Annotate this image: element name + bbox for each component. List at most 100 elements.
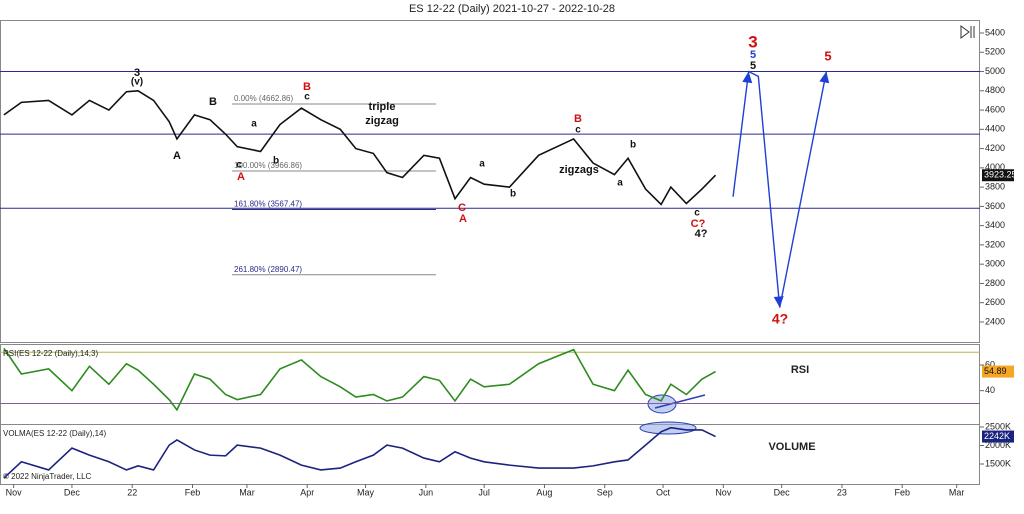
y-tick-label: 3200 [985, 239, 1005, 249]
highlight [647, 394, 677, 414]
series-line [3, 426, 716, 479]
wave-label: B [303, 81, 311, 93]
x-tick-label: 22 [127, 487, 137, 497]
x-tick-label: 23 [837, 487, 847, 497]
wave-label: 5 [750, 60, 756, 72]
arrowhead [773, 296, 784, 308]
wave-label: a [479, 159, 485, 170]
y-tick-label: 4800 [985, 85, 1005, 95]
panel-title: RSI [791, 364, 809, 376]
y-tick-label: 3400 [985, 220, 1005, 230]
wave-label: b [630, 140, 636, 151]
toolbar-icon[interactable] [958, 24, 976, 40]
wave-label: 3 [134, 67, 140, 79]
wave-label: 4? [772, 311, 788, 327]
series-line [3, 347, 716, 412]
x-tick-label: Jul [478, 487, 490, 497]
x-tick-label: Dec [64, 487, 81, 497]
y-tick-label: 5400 [985, 27, 1005, 37]
y-tick-label: 4200 [985, 143, 1005, 153]
wave-label: b [273, 156, 279, 167]
copyright: © 2022 NinjaTrader, LLC [3, 472, 92, 481]
x-tick-label: Feb [894, 487, 910, 497]
wave-label: triple [369, 101, 396, 113]
series-line [3, 89, 717, 206]
y-tick-label: 2500K [985, 421, 1011, 431]
y-tick-label: 60 [985, 359, 995, 369]
x-tick-label: Nov [715, 487, 732, 497]
fib-label: 261.80% (2890.47) [234, 265, 302, 274]
panel-title: VOLUME [768, 441, 815, 453]
wave-label: zigzag [365, 115, 399, 127]
arrowhead [819, 71, 830, 84]
rsi-panel [0, 344, 980, 425]
x-tick-label: Mar [239, 487, 255, 497]
wave-label: B [574, 113, 582, 125]
y-tick-label: 5000 [985, 66, 1005, 76]
icon-shape[interactable] [960, 25, 970, 39]
last-value-box [982, 430, 1014, 443]
wave-label: C? [691, 218, 706, 230]
last-value-label: 2242K [984, 431, 1010, 441]
wave-label: c [236, 160, 242, 171]
y-tick-label: 4000 [985, 162, 1005, 172]
x-tick-label: May [357, 487, 375, 497]
y-tick-label: 4400 [985, 124, 1005, 134]
fib-label: 161.80% (3567.47) [234, 200, 302, 209]
last-value-box [982, 365, 1014, 378]
wave-label: c [304, 92, 310, 103]
wave-label: 3 [748, 32, 757, 51]
wave-label: a [617, 178, 623, 189]
y-tick-label: 2600 [985, 297, 1005, 307]
arrowhead [742, 71, 753, 84]
wave-label: A [237, 171, 245, 183]
panel-label: VOLMA(ES 12-22 (Daily),14) [3, 429, 106, 438]
x-tick-label: Apr [300, 487, 314, 497]
highlight [639, 421, 697, 435]
wave-label: B [209, 96, 217, 108]
x-tick-label: Dec [774, 487, 791, 497]
y-tick-label: 5200 [985, 47, 1005, 57]
wave-label: 5 [750, 49, 756, 61]
y-tick-label: 3800 [985, 181, 1005, 191]
volume-panel [0, 424, 980, 485]
x-tick-label: Nov [6, 487, 23, 497]
last-value-label: 54.89 [984, 366, 1007, 376]
y-tick-label: 1500K [985, 458, 1011, 468]
wave-label: (v) [131, 77, 143, 88]
wave-label: A [173, 150, 181, 162]
x-tick-label: Oct [656, 487, 671, 497]
y-tick-label: 40 [985, 385, 995, 395]
x-tick-label: Sep [597, 487, 613, 497]
trend-line [654, 394, 706, 409]
wave-label: c [694, 208, 700, 219]
wave-label: C [458, 202, 466, 214]
y-tick-label: 4600 [985, 104, 1005, 114]
wave-label: c [575, 125, 581, 136]
x-tick-label: Aug [536, 487, 552, 497]
price-panel [0, 20, 980, 343]
y-tick-label: 3600 [985, 201, 1005, 211]
panel-label: RSI(ES 12-22 (Daily),14,3) [3, 349, 98, 358]
wave-label: a [251, 119, 257, 130]
y-tick-label: 2400 [985, 316, 1005, 326]
last-value-label: 3923.25 [984, 170, 1017, 180]
x-tick-label: Mar [949, 487, 965, 497]
x-tick-label: Feb [185, 487, 201, 497]
y-tick-label: 2800 [985, 278, 1005, 288]
wave-label: 4? [695, 228, 708, 240]
fib-label: 0.00% (4662.86) [234, 94, 293, 103]
x-tick-label: Jun [419, 487, 434, 497]
last-value-box [982, 169, 1014, 182]
wave-label: b [510, 189, 516, 200]
wave-label: zigzags [559, 164, 599, 176]
y-tick-label: 2000K [985, 440, 1011, 450]
wave-label: 5 [824, 48, 831, 63]
wave-label: A [459, 213, 467, 225]
series-line [732, 70, 828, 308]
y-tick-label: 3000 [985, 259, 1005, 269]
fib-label: 100.00% (3966.86) [234, 161, 302, 170]
chart-title: ES 12-22 (Daily) 2021-10-27 - 2022-10-28 [409, 3, 615, 15]
